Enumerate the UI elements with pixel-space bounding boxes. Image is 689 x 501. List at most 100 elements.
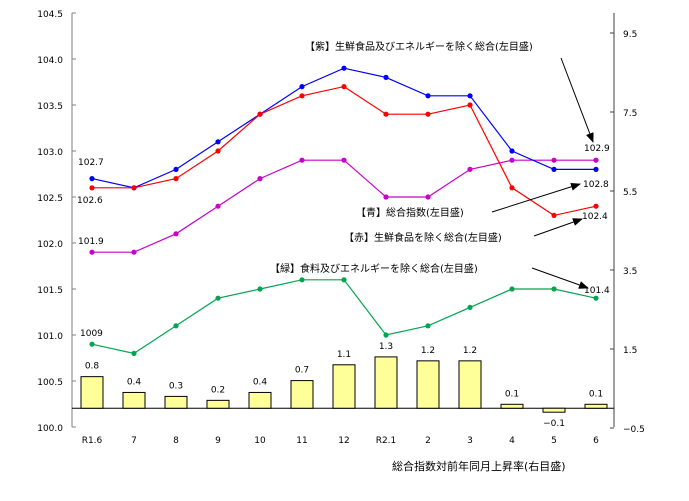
data-point (593, 203, 599, 209)
x-tick-label: 9 (215, 436, 221, 446)
data-point (341, 157, 347, 163)
series-end-label: 102.4 (582, 212, 608, 222)
left-axis-tick-label: 100.0 (37, 424, 63, 434)
data-point (593, 166, 599, 172)
data-point (173, 176, 179, 182)
bar-value-label: 0.3 (169, 381, 183, 391)
data-point (509, 148, 515, 154)
x-tick-label: 5 (551, 436, 557, 446)
bar-value-label: 1.1 (337, 350, 351, 360)
data-point (467, 93, 473, 99)
series-legend-annotation: 【赤】生鮮食品を除く総合(左目盛) (344, 231, 502, 244)
bar (374, 356, 398, 409)
data-point (299, 157, 305, 163)
bar-value-label: 0.2 (211, 385, 225, 395)
x-tick-label: 4 (509, 436, 515, 446)
left-axis-tick-label: 104.0 (37, 56, 63, 66)
series-start-label: 101.9 (78, 237, 104, 247)
data-point (509, 286, 515, 292)
right-axis-tick-label: 7.5 (623, 109, 637, 119)
left-axis-tick-label: 102.0 (37, 240, 63, 250)
data-point (215, 139, 221, 145)
data-point (173, 323, 179, 329)
data-point (383, 194, 389, 200)
bar-value-label: 0.4 (253, 377, 268, 387)
left-axis-tick-label: 102.5 (37, 194, 63, 204)
data-point (383, 74, 389, 80)
series-end-label: 102.9 (584, 144, 610, 154)
x-tick-label: 12 (338, 436, 349, 446)
left-axis-tick-label: 101.0 (37, 332, 63, 342)
data-point (593, 157, 599, 163)
x-tick-label: 2 (425, 436, 431, 446)
data-point (215, 295, 221, 301)
annotation-arrow (491, 182, 581, 213)
x-tick-label: 10 (254, 436, 266, 446)
x-axis-title: 総合指数対前年同月上昇率(右目盛) (392, 459, 566, 473)
data-point (257, 176, 263, 182)
bar (500, 403, 524, 409)
bar (248, 391, 272, 409)
bar-value-label: 0.4 (127, 377, 142, 387)
right-axis-tick-label: −0.5 (623, 425, 645, 435)
bar-series: 0.8 0.4 0.3 0.2 0.4 0.7 1.1 1.3 1.2 1.2 0.1 −0.1 0.1 (72, 342, 614, 429)
line-series-path (91, 279, 597, 355)
data-point (551, 166, 557, 172)
data-point (173, 166, 179, 172)
left-axis-tick-label: 103.5 (37, 102, 63, 112)
right-axis: −0.5 1.5 3.5 5.5 7.5 9.5 (610, 13, 645, 435)
x-tick-label: 6 (593, 436, 599, 446)
data-point (341, 84, 347, 90)
bar (584, 403, 608, 409)
bar (122, 391, 146, 409)
data-point (425, 323, 431, 329)
data-point (593, 295, 599, 301)
data-point (425, 111, 431, 117)
data-point (467, 166, 473, 172)
right-axis-tick-label: 3.5 (623, 267, 637, 277)
bar (80, 376, 104, 409)
left-axis: 100.0 100.5 101.0 101.5 102.0 102.5 103.0 103.5… (37, 10, 76, 434)
data-point (299, 84, 305, 90)
series-legend-annotation: 【紫】生鮮食品及びエネルギーを除く総合(左目盛) (305, 40, 533, 53)
series-end-label: 101.4 (584, 286, 610, 296)
bar-value-label: 1.2 (421, 346, 435, 356)
x-tick-label: 8 (173, 436, 179, 446)
data-point (425, 93, 431, 99)
x-tick-label: R1.6 (82, 436, 103, 446)
left-axis-tick-label: 104.5 (37, 10, 63, 20)
bar (206, 399, 230, 409)
data-point (89, 341, 95, 347)
bar-value-label: 0.8 (85, 362, 100, 372)
data-point (257, 111, 263, 117)
data-point (131, 185, 137, 191)
bar (332, 364, 356, 409)
series-legend-annotation: 【緑】食料及びエネルギーを除く総合(左目盛) (270, 262, 478, 275)
left-axis-tick-label: 100.5 (37, 378, 63, 388)
x-tick-label: 11 (296, 436, 307, 446)
bar (458, 360, 482, 409)
data-point (89, 185, 95, 191)
data-point (131, 249, 137, 255)
data-point (299, 277, 305, 283)
data-point (341, 277, 347, 283)
bar-value-label: 1.3 (379, 342, 393, 352)
bar (416, 360, 440, 409)
annotation-arrow (560, 57, 594, 143)
series-legend-annotation: 【青】総合指数(左目盛) (356, 206, 464, 219)
series-start-label: 1009 (80, 329, 103, 339)
data-point (467, 102, 473, 108)
x-tick-label: R2.1 (376, 436, 397, 446)
bar-value-label: 0.7 (295, 366, 309, 376)
data-point (551, 212, 557, 218)
series-start-label: 102.7 (78, 158, 104, 168)
left-axis-tick-label: 103.0 (37, 148, 63, 158)
data-point (299, 93, 305, 99)
line-series: 101.9 102.7 102.6 1009 102.9 102.8 102.4 101.4 (77, 65, 610, 356)
data-point (131, 350, 137, 356)
x-tick-label: 3 (467, 436, 473, 446)
data-point (173, 231, 179, 237)
series-annotations: 【紫】生鮮食品及びエネルギーを除く総合(左目盛) 【青】総合指数(左目盛) 【赤】生… (270, 40, 594, 289)
line-series-path (92, 85, 597, 217)
